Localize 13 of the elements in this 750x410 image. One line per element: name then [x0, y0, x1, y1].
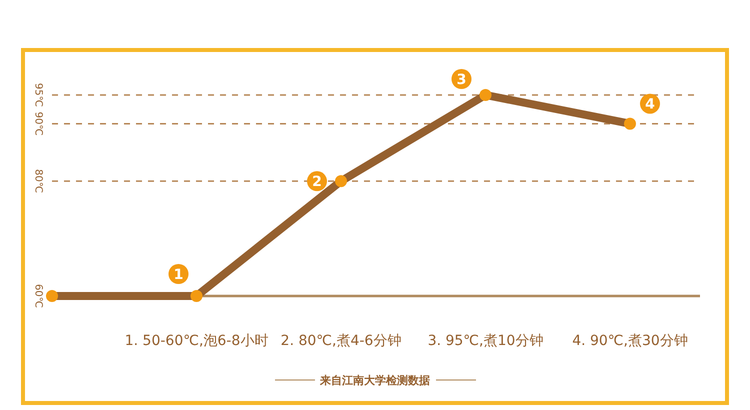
y-tick-label: 90℃	[32, 112, 44, 136]
annotation: 2	[312, 174, 322, 190]
source: 来自江南大学检测数据	[274, 374, 476, 387]
y-tick-label: 60℃	[32, 284, 44, 308]
x-tick-label: 1. 50-60℃,泡6-8小时	[124, 333, 268, 349]
y-tick-label: 80℃	[32, 169, 44, 194]
x-tick-label: 4. 90℃,煮30分钟	[572, 333, 688, 349]
annotation: 3	[456, 72, 466, 88]
annotation: 1	[174, 267, 184, 283]
y-tick-label: 95℃	[32, 83, 44, 107]
x-tick-label: 2. 80℃,煮4-6分钟	[280, 333, 402, 349]
annotation: 4	[645, 96, 656, 113]
x-tick-label: 3. 95℃,煮10分钟	[428, 333, 544, 349]
